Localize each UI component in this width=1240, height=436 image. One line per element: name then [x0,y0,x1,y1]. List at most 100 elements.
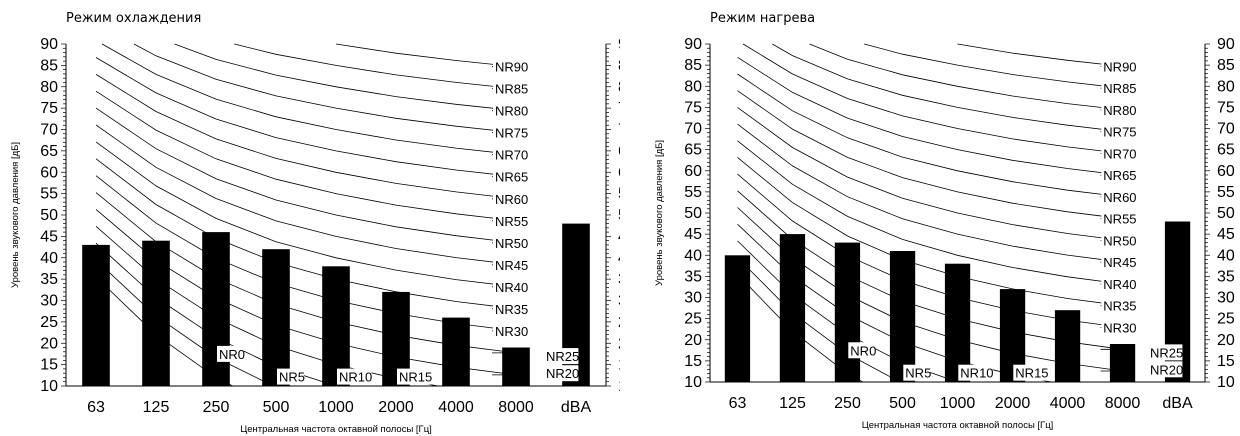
nr-label-bg [217,345,244,362]
nr-label: NR10 [960,366,993,381]
nr-label: NR30 [1103,321,1136,336]
nr-label-bg [903,364,931,381]
y-tick-label-right: 20 [618,335,620,352]
y-tick-label-right: 60 [618,164,620,181]
y-tick-label: 65 [684,142,702,159]
nr-label: NR15 [399,370,432,385]
nr-label: NR45 [1103,255,1136,270]
x-tick-label: 2000 [995,395,1031,412]
nr-label-bg [337,368,372,385]
bar [1109,344,1136,382]
heating-noise-chart: 10 10 15 15 20 20 25 25 30 30 35 35 40 40 45 45 50 50 55 55… [654,36,1235,431]
nr-label: NR0 [850,343,876,358]
y-tick-label-right: 90 [618,36,620,53]
nr-label-bg [1148,361,1183,378]
y-tick-label: 20 [684,332,702,349]
bar [442,317,470,386]
nr-label-bg [544,365,579,382]
nr-curve [95,90,517,222]
y-tick-label-right: 45 [1217,226,1235,243]
x-tick-label: 8000 [498,399,534,416]
nr-label: NR25 [1150,345,1183,360]
y-tick-label: 50 [684,205,702,222]
nr-label-bg [493,322,528,339]
nr-label: NR20 [1150,362,1183,377]
x-tick-label: 125 [143,399,170,416]
y-tick-label: 45 [684,226,702,243]
x-tick-label: 250 [834,395,861,412]
x-tick-label: dBA [1162,395,1193,412]
y-tick-label-right: 40 [618,250,620,267]
y-tick-label-right: 20 [1217,332,1235,349]
nr-label: NR0 [219,347,245,362]
x-tick-label: 500 [889,395,916,412]
bar [202,232,230,386]
bar [834,242,861,382]
y-tick-label: 80 [40,79,58,96]
nr-label: NR5 [279,370,305,385]
nr-label: NR15 [1015,366,1048,381]
nr-label-bg [493,102,528,119]
bar [1054,310,1081,382]
x-tick-label: dBA [561,399,592,416]
y-tick-label-right: 70 [618,122,620,139]
y-tick-label-right: 30 [618,293,620,310]
nr-label-bg [493,212,528,229]
nr-curve [234,43,517,90]
y-tick-label: 70 [40,122,58,139]
nr-label-bg [493,278,528,295]
chart-title: Режим нагрева [710,11,816,26]
nr-label-bg [1101,254,1136,271]
y-tick-label: 65 [40,143,58,160]
chart-title: Режим охлаждения [66,11,202,26]
bar [262,249,290,386]
y-tick-label: 25 [40,314,58,331]
y-tick-label: 35 [40,271,58,288]
nr-label-bg [493,146,528,163]
y-tick-label: 25 [684,311,702,328]
y-tick-label: 55 [40,186,58,203]
y-tick-label-right: 80 [618,79,620,96]
y-tick-label: 10 [684,374,702,391]
y-tick-label-right: 55 [1217,184,1235,201]
nr-label-bg [1148,344,1183,361]
y-tick-label: 60 [684,163,702,180]
nr-label-bg [493,256,528,273]
bar [889,251,916,382]
nr-curve [174,43,517,112]
y-tick-label: 30 [40,293,58,310]
y-tick-label-right: 15 [618,357,620,374]
nr-label: NR65 [1103,168,1136,183]
y-tick-label-right: 85 [1217,57,1235,74]
y-tick-label: 30 [684,290,702,307]
nr-label: NR70 [1103,146,1136,161]
nr-curve [737,90,1123,220]
nr-label-bg [1101,145,1136,162]
y-axis-title: Уровень звукового давления [дБ] [654,140,665,286]
x-tick-label: 63 [729,395,747,412]
y-tick-label: 40 [684,247,702,264]
bar [142,240,170,386]
y-tick-label-right: 80 [1217,78,1235,95]
y-tick-label-right: 35 [1217,268,1235,285]
y-tick-label: 40 [40,250,58,267]
nr-curve [133,43,517,134]
cooling-mode-panel: Режим охлаждения 10 10 15 15 20 20 25 25 30 30 35 3… [10,11,620,435]
y-tick-label-right: 75 [618,100,620,117]
x-tick-label: 4000 [1050,395,1086,412]
nr-label: NR30 [495,324,528,339]
nr-label-bg [1013,364,1048,381]
y-tick-label-right: 50 [1217,205,1235,222]
nr-label-bg [1101,319,1136,336]
nr-label: NR85 [1103,81,1136,96]
bar [779,234,806,382]
y-tick-label-right: 35 [618,271,620,288]
nr-label: NR75 [495,126,528,141]
y-tick-label-right: 60 [1217,163,1235,180]
y-tick-label: 90 [40,36,58,53]
nr-label-bg [1101,232,1136,249]
y-tick-label-right: 65 [618,143,620,160]
nr-curve [957,43,1123,67]
nr-label: NR5 [905,366,931,381]
nr-label: NR10 [339,370,372,385]
